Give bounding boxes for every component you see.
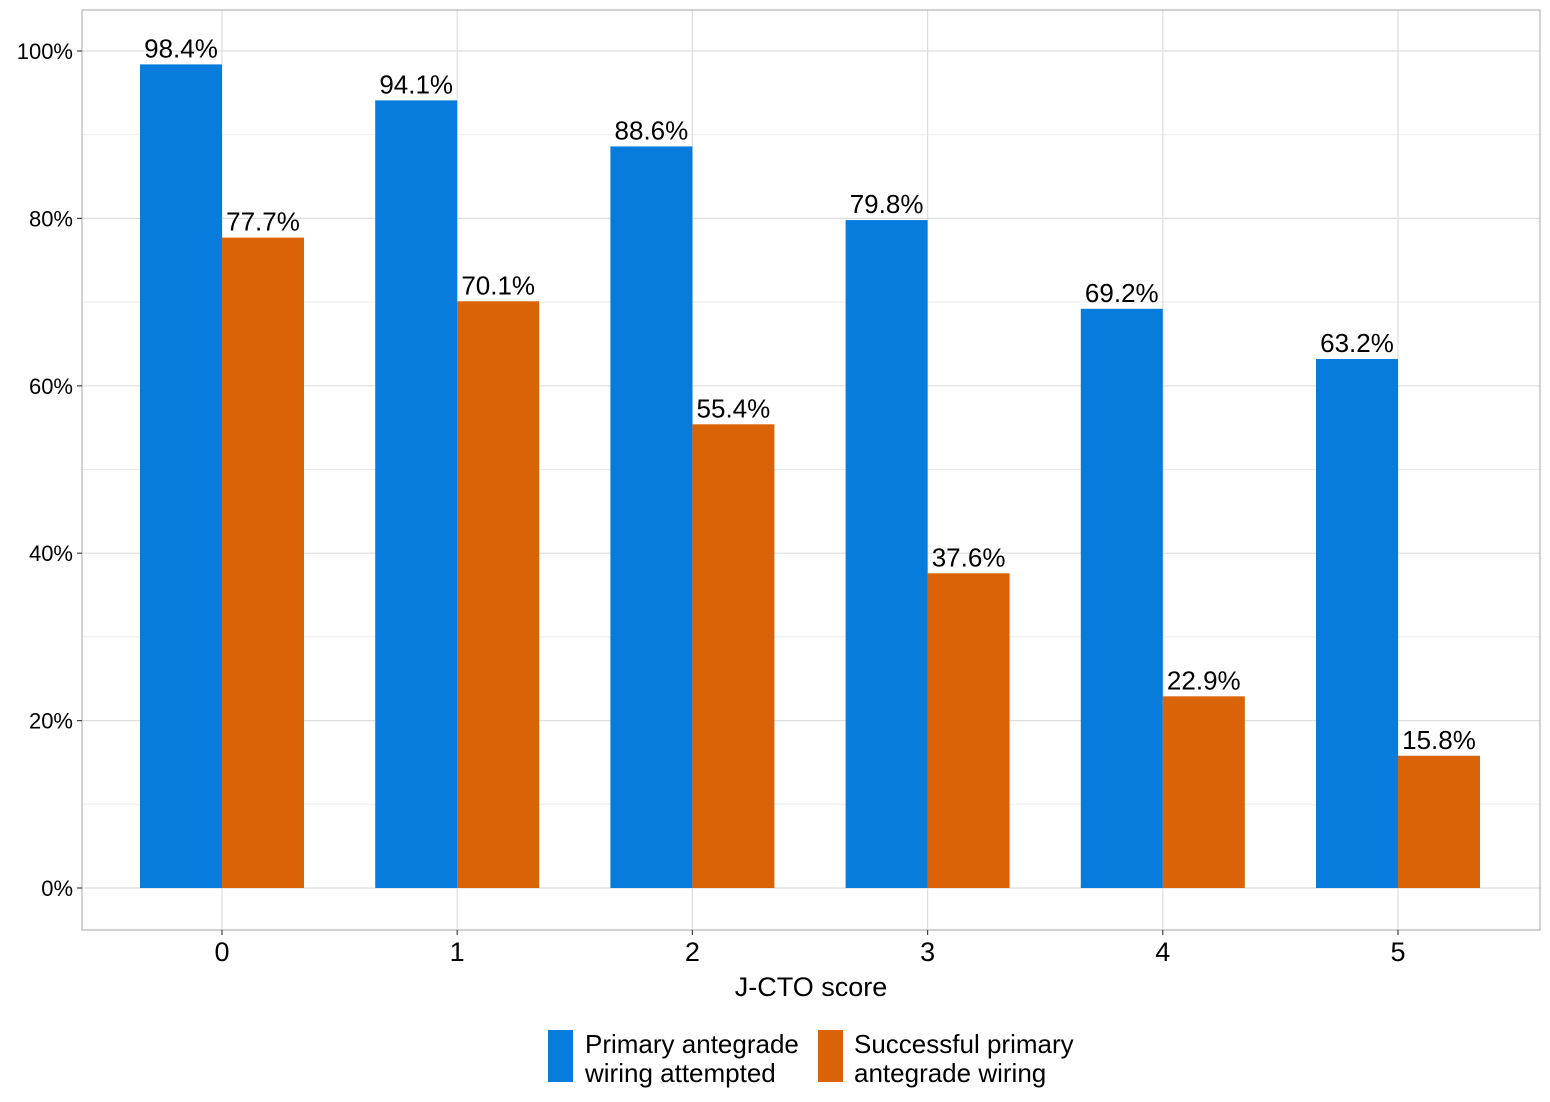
bar-primary-attempted [140,64,222,889]
bar-successful-wiring [457,301,540,888]
legend-label: Successful primary [854,1029,1074,1059]
data-label: 77.7% [226,207,300,237]
data-label: 94.1% [379,69,453,99]
legend-swatch-orange [818,1030,843,1082]
data-label: 15.8% [1402,725,1476,755]
y-axis: 0% 20% 40% 60% 80% 100% [17,39,82,901]
bar-successful-wiring [222,237,304,888]
bar-primary-attempted [845,220,928,889]
data-label: 88.6% [615,115,689,145]
x-tick-label: 4 [1155,937,1170,967]
x-tick-label: 5 [1390,937,1405,967]
plot-border [81,9,1541,931]
y-tick-label: 20% [29,709,73,734]
legend-item-primary-attempted[interactable]: Primary antegrade wiring attempted [548,1029,799,1088]
y-tick-label: 60% [29,374,73,399]
bar-successful-wiring [1398,755,1480,888]
bar-successful-wiring [927,573,1010,888]
data-label: 37.6% [932,542,1006,572]
bar-successful-wiring [1162,696,1245,888]
data-label: 22.9% [1167,665,1241,695]
data-label: 69.2% [1085,278,1159,308]
y-tick-label: 100% [17,39,73,64]
legend-label: antegrade wiring [854,1058,1046,1088]
bar-primary-attempted [375,100,458,889]
bar-primary-attempted [1080,308,1163,888]
y-tick-label: 40% [29,541,73,566]
x-tick-label: 2 [685,937,700,967]
x-axis-title: J-CTO score [735,972,888,1002]
bar-successful-wiring [692,424,775,888]
legend-item-successful-wiring[interactable]: Successful primary antegrade wiring [818,1029,1074,1088]
legend: Primary antegrade wiring attempted Succe… [548,1029,1074,1088]
x-axis: 0 1 2 3 4 5 [214,930,1406,967]
data-label: 79.8% [850,189,924,219]
data-label: 70.1% [461,270,535,300]
bar-primary-attempted [1316,359,1398,888]
data-label: 55.4% [697,393,771,423]
x-tick-label: 0 [214,937,229,967]
bar-primary-attempted [610,146,693,889]
legend-label: wiring attempted [584,1058,776,1088]
y-tick-label: 80% [29,206,73,231]
y-tick-label: 0% [41,876,73,901]
x-tick-label: 3 [920,937,935,967]
data-label: 98.4% [144,33,218,63]
bars: 98.4% 77.7% 94.1% 70.1% 88.6% 55.4% 79.8% 37.6%… [140,33,1480,889]
data-label: 63.2% [1320,328,1394,358]
legend-swatch-blue [548,1030,573,1082]
legend-label: Primary antegrade [585,1029,799,1059]
x-tick-label: 1 [450,937,465,967]
